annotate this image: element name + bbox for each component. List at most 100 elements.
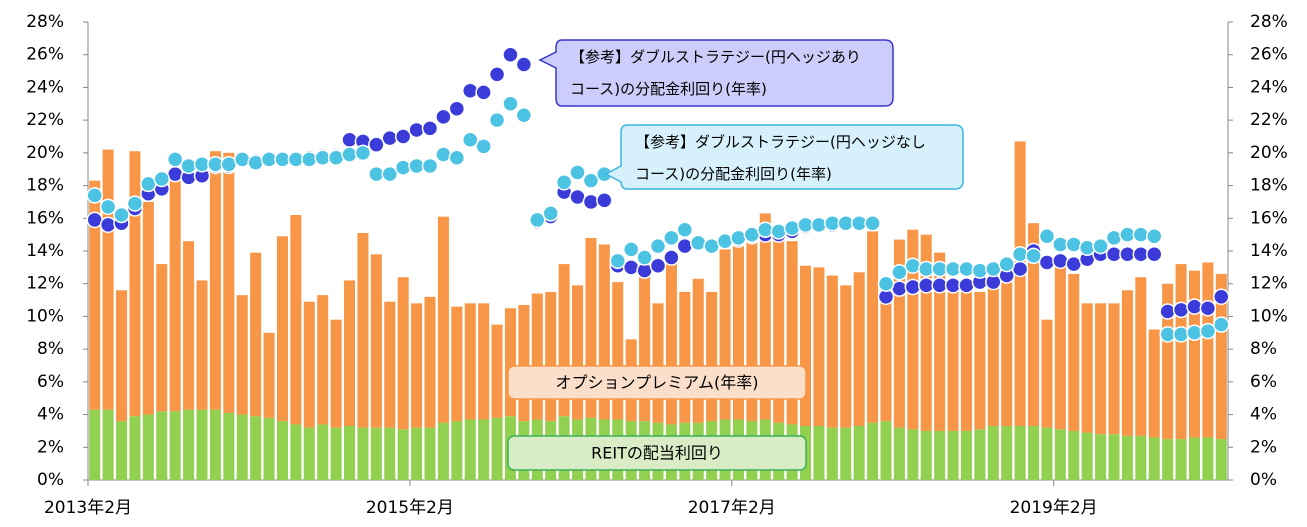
dot	[515, 56, 533, 73]
dot	[475, 84, 492, 101]
dot	[770, 223, 787, 240]
bar	[974, 429, 986, 480]
dot	[1105, 229, 1123, 247]
bar	[572, 285, 584, 420]
bar	[840, 427, 852, 480]
dot	[488, 111, 506, 129]
bar	[826, 427, 838, 480]
bar	[1175, 439, 1187, 480]
bar	[169, 180, 181, 412]
dot	[1132, 226, 1150, 243]
bar	[518, 304, 530, 422]
bar	[920, 430, 932, 480]
dot	[1172, 326, 1190, 343]
y2-tick-label: 10%	[1250, 306, 1288, 326]
dot	[421, 120, 439, 137]
bar	[384, 301, 396, 428]
bar	[934, 430, 946, 480]
bar	[746, 233, 758, 422]
dot	[435, 146, 452, 163]
bar	[813, 426, 825, 480]
dot	[636, 249, 653, 266]
bar	[451, 306, 463, 422]
y2-tick-label: 20%	[1250, 143, 1288, 163]
y-tick-label: 16%	[26, 208, 64, 228]
dot	[180, 157, 197, 175]
bar	[652, 303, 664, 423]
dot	[1038, 228, 1056, 245]
dot	[475, 138, 492, 155]
bar	[934, 252, 946, 431]
bar	[1068, 430, 1080, 480]
dot	[126, 195, 144, 212]
bar	[116, 421, 128, 480]
y-tick-label: 0%	[37, 470, 64, 490]
bar	[89, 180, 101, 410]
dot	[757, 221, 774, 238]
bar	[330, 319, 342, 428]
bar	[1014, 141, 1026, 427]
bar	[853, 272, 865, 427]
bar	[102, 409, 114, 480]
x-tick-label: 2015年2月	[366, 498, 454, 518]
bar	[1095, 303, 1107, 435]
bar	[411, 427, 423, 480]
dot	[1052, 252, 1069, 270]
dot	[381, 165, 399, 183]
dot	[1092, 237, 1109, 255]
bar	[1202, 262, 1214, 438]
bar	[196, 409, 208, 480]
bar	[290, 424, 302, 480]
dot	[341, 146, 358, 163]
bar	[1162, 439, 1174, 480]
bar	[236, 295, 248, 415]
bar	[880, 421, 892, 480]
bar	[853, 426, 865, 480]
bar	[384, 427, 396, 480]
series-label: 【参考】ダブルストラテジー(円ヘッジありコース)の分配金利回り(年率)	[570, 48, 861, 98]
bar	[1108, 303, 1120, 435]
dot	[676, 237, 694, 255]
dot	[502, 95, 519, 113]
bar	[303, 427, 315, 480]
bar	[1121, 435, 1133, 480]
y-tick-label: 2%	[37, 437, 64, 457]
bar	[196, 280, 208, 410]
y-tick-label: 8%	[37, 339, 64, 359]
dot	[301, 151, 318, 168]
bar	[732, 242, 744, 420]
bar	[1202, 437, 1214, 480]
bar	[800, 265, 812, 427]
bar	[330, 427, 342, 480]
y2-tick-label: 8%	[1250, 339, 1277, 359]
bar	[276, 421, 288, 480]
bar	[1148, 329, 1160, 438]
bar	[1081, 432, 1093, 480]
bar	[598, 244, 610, 420]
bar	[411, 303, 423, 428]
bar	[370, 254, 382, 428]
dot	[421, 157, 439, 175]
bar	[960, 291, 972, 431]
bar	[451, 421, 463, 480]
bar	[1135, 277, 1147, 436]
bar	[947, 291, 959, 431]
dot	[783, 219, 801, 237]
bar	[478, 419, 490, 480]
dot	[247, 154, 264, 171]
series-label: REITの配当利回り	[591, 444, 723, 463]
y-tick-label: 24%	[26, 77, 64, 97]
dot	[810, 216, 828, 234]
bar	[719, 249, 731, 420]
bar	[142, 414, 154, 480]
dot	[341, 131, 358, 149]
dot	[971, 262, 989, 279]
bar	[1175, 264, 1187, 440]
dot	[1078, 239, 1096, 256]
bar	[156, 264, 168, 412]
bar	[1014, 426, 1026, 480]
bar	[612, 282, 624, 420]
dot	[1186, 324, 1203, 342]
y2-tick-label: 28%	[1250, 12, 1288, 32]
series-label: オプションプレミアム(年率)	[556, 373, 759, 392]
